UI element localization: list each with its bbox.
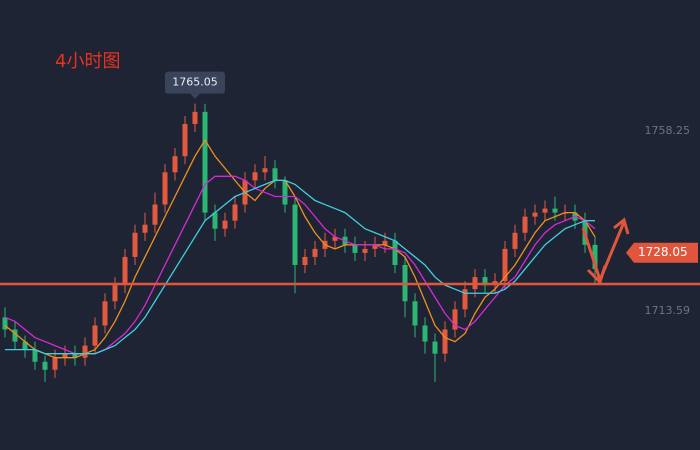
candle-body: [512, 232, 518, 249]
arrow-head: [613, 217, 630, 235]
candle-body: [462, 289, 468, 310]
candle-body: [502, 248, 508, 282]
candle-body: [2, 317, 8, 330]
candle-body: [162, 172, 168, 205]
high-tag-pointer: [190, 93, 200, 99]
candle-body: [482, 277, 488, 286]
candle-body: [112, 285, 118, 302]
candle-body: [202, 111, 208, 213]
candle-body: [222, 220, 228, 229]
candle-body: [552, 208, 558, 213]
candle-body: [132, 232, 138, 257]
candle-body: [262, 168, 268, 173]
trend-arrows: [581, 217, 630, 285]
moving-average: [5, 179, 595, 355]
candle-body: [332, 236, 338, 241]
candle-body: [152, 204, 158, 225]
candle-body: [392, 240, 398, 266]
y-tick-label: 1758.25: [645, 124, 691, 137]
moving-average: [4, 138, 596, 359]
candle-body: [282, 180, 288, 205]
candle-body: [522, 216, 528, 233]
candle-body: [92, 325, 98, 346]
arrow-head: [586, 265, 607, 285]
candle-body: [542, 208, 548, 213]
candle-body: [142, 224, 148, 233]
candle-body: [42, 361, 48, 370]
chart-title: 4小时图: [55, 51, 120, 72]
candle-body: [422, 325, 428, 342]
candle-body: [412, 301, 418, 326]
candle-body: [592, 244, 598, 270]
candle-body: [382, 240, 388, 245]
candle-body: [452, 309, 458, 330]
y-tick-label: 1713.59: [645, 304, 691, 317]
high-tag: [165, 71, 225, 94]
candle-body: [302, 256, 308, 266]
candle-body: [62, 353, 68, 358]
candle-body: [212, 212, 218, 229]
candle-body: [352, 244, 358, 253]
candle-body: [52, 357, 58, 370]
candle-body: [82, 345, 88, 358]
price-tag: [626, 242, 698, 263]
candle-body: [292, 204, 298, 266]
candle-body: [372, 244, 378, 249]
candle-body: [432, 341, 438, 354]
candle-body: [22, 341, 28, 350]
candle-body: [102, 301, 108, 326]
candle-body: [312, 248, 318, 257]
high-tag-label: 1765.05: [172, 76, 218, 89]
candle-body: [232, 204, 238, 221]
candle-body: [192, 111, 198, 124]
candle-body: [532, 212, 538, 217]
candle-body: [12, 329, 18, 342]
candle-body: [252, 172, 258, 181]
candle-body: [442, 329, 448, 354]
candle-body: [272, 168, 278, 181]
price-tag-label: 1728.05: [638, 245, 688, 259]
candle-body: [72, 353, 78, 358]
candle-body: [172, 156, 178, 173]
candle-body: [182, 123, 188, 157]
candle-body: [362, 248, 368, 253]
candle-body: [32, 349, 38, 362]
candle-body: [122, 256, 128, 286]
